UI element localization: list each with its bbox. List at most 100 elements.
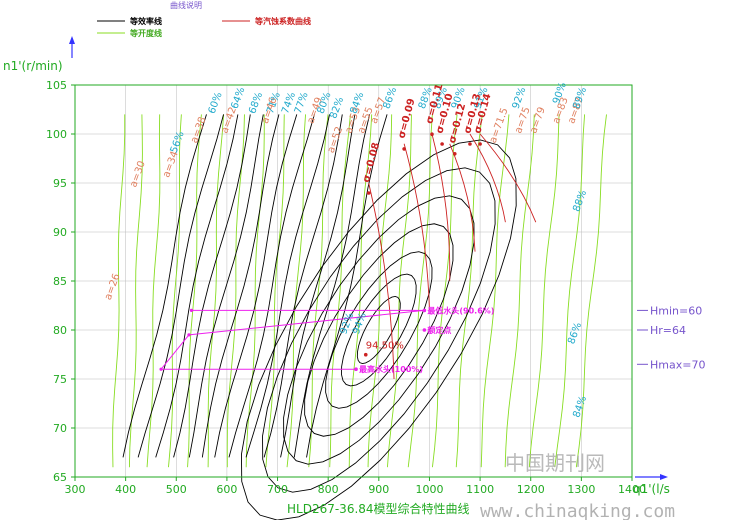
- opening-label: a=26: [103, 272, 123, 301]
- efficiency-contour: [283, 195, 475, 465]
- efficiency-line: [137, 114, 224, 458]
- cavitation-line: [479, 133, 537, 223]
- cavitation-point: [430, 132, 434, 136]
- cavitation-point: [366, 191, 371, 195]
- efficiency-contour: [356, 295, 401, 365]
- efficiency-label: 86%: [381, 86, 399, 111]
- x-tick-label: 400: [115, 483, 136, 496]
- cavitation-line: [431, 133, 451, 282]
- x-tick-label: 1300: [567, 483, 595, 496]
- head-line-label: Hr=64: [650, 324, 686, 337]
- operating-point: [354, 367, 358, 372]
- opening-line: [480, 114, 510, 468]
- x-axis-label: q1'(l/s: [633, 482, 670, 496]
- cavitation-point: [402, 147, 406, 151]
- efficiency-contour: [325, 251, 433, 409]
- x-axis-arrowhead: [660, 474, 668, 480]
- opening-line: [554, 114, 586, 468]
- operating-path-point: [159, 367, 163, 371]
- cavitation-point: [468, 142, 472, 146]
- opening-line: [146, 114, 161, 468]
- x-tick-label: 1200: [517, 483, 545, 496]
- chart-title: HLD267-36.84模型综合特性曲线: [287, 501, 470, 516]
- efficiency-label: 64%: [230, 86, 248, 111]
- y-tick-label: 95: [53, 177, 67, 190]
- head-line-label: Hmin=60: [650, 304, 702, 317]
- x-tick-label: 600: [216, 483, 237, 496]
- x-tick-label: 900: [368, 483, 389, 496]
- operating-path-point: [189, 308, 194, 312]
- legend: 曲线说明 等效率线 等开度线 等汽蚀系数曲线: [97, 0, 311, 38]
- operating-point: [422, 308, 427, 313]
- opening-line: [187, 114, 202, 468]
- opening-line: [265, 114, 285, 468]
- efficiency-line: [280, 114, 356, 458]
- efficiency-contour: [240, 139, 517, 520]
- peak-label: 94.50%: [366, 341, 404, 352]
- opening-line: [112, 114, 126, 468]
- cavitation-line: [368, 182, 395, 380]
- efficiency-line: [201, 114, 280, 458]
- efficiency-line: [122, 114, 207, 458]
- opening-line: [226, 114, 245, 468]
- opening-line: [329, 114, 351, 468]
- opening-lines: [112, 114, 607, 468]
- efficiency-contour: [341, 273, 417, 387]
- x-tick-label: 700: [267, 483, 288, 496]
- efficiency-line: [263, 114, 343, 458]
- legend-cavitation-label: 等汽蚀系数曲线: [254, 16, 311, 26]
- operating-point-label: 额定点: [427, 325, 451, 335]
- cavitation-point: [478, 142, 482, 146]
- opening-label: a=30: [128, 160, 148, 189]
- efficiency-line: [293, 114, 371, 458]
- peak-point: [363, 352, 368, 357]
- cavitation-line: [469, 133, 506, 223]
- opening-line: [431, 114, 458, 468]
- efficiency-label: 60%: [207, 91, 225, 116]
- opening-line: [528, 114, 560, 468]
- efficiency-label: 56%: [169, 130, 187, 155]
- opening-line: [348, 114, 373, 468]
- y-tick-label: 70: [53, 422, 67, 435]
- y-axis-label: n1'(r/min): [3, 59, 63, 73]
- legend-opening-label: 等开度线: [129, 28, 162, 38]
- efficiency-line: [306, 114, 388, 458]
- cavitation-point: [440, 142, 444, 146]
- x-tick-label: 500: [166, 483, 187, 496]
- efficiency-lines: [122, 114, 517, 520]
- efficiency-line: [188, 114, 264, 458]
- cavitation-line: [403, 143, 430, 311]
- watermark-url: www.chinaqking.com: [480, 501, 675, 520]
- opening-line: [168, 114, 182, 468]
- efficiency-line: [173, 114, 251, 458]
- cavitation-label: σ=0.09: [396, 97, 417, 139]
- opening-label: a=71.5: [488, 107, 511, 145]
- x-tick-label: 800: [318, 483, 339, 496]
- operating-path-point: [187, 333, 191, 337]
- efficiency-line: [245, 114, 331, 458]
- y-tick-label: 80: [53, 324, 67, 337]
- watermark-logo: 中国期刊网: [505, 451, 605, 475]
- x-tick-label: 300: [65, 483, 86, 496]
- efficiency-label: 84%: [571, 395, 589, 420]
- head-line-label: Hmax=70: [650, 358, 705, 371]
- cavitation-point: [452, 152, 457, 156]
- opening-line: [128, 114, 143, 468]
- efficiency-contour: [262, 167, 496, 493]
- efficiency-line: [155, 114, 239, 458]
- plot-frame: [74, 84, 633, 478]
- opening-line: [407, 114, 433, 468]
- operating-point: [422, 328, 427, 332]
- x-tick-label: 1100: [466, 483, 494, 496]
- grid-layer: [74, 84, 633, 478]
- y-axis-arrowhead: [69, 36, 75, 44]
- y-tick-label: 75: [53, 373, 67, 386]
- y-tick-label: 105: [46, 79, 67, 92]
- efficiency-line: [214, 114, 298, 458]
- opening-line: [308, 114, 329, 468]
- opening-line: [386, 114, 412, 468]
- legend-header: 曲线说明: [170, 0, 202, 10]
- x-tick-label: 1000: [415, 483, 443, 496]
- opening-line: [575, 114, 607, 468]
